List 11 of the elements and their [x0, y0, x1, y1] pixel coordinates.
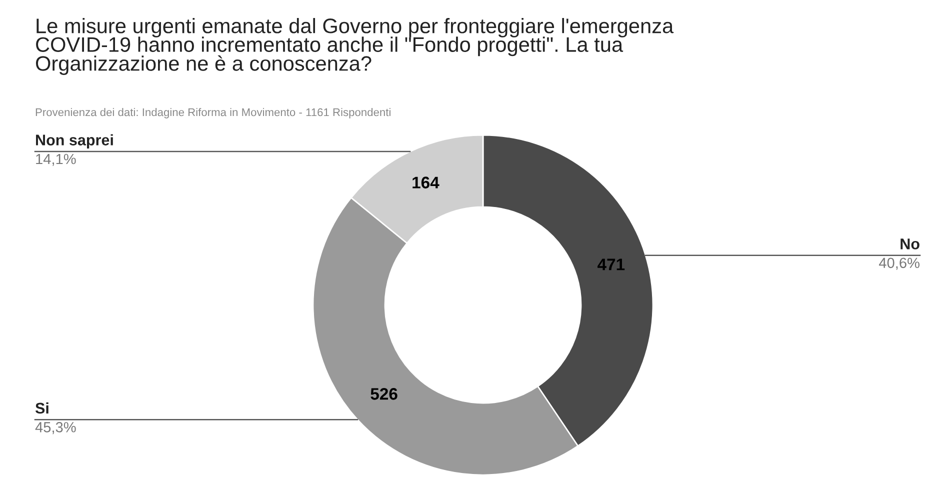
chart-title: Le misure urgenti emanate dal Governo per fronteggiare l'emergenza COVID-19 hanno incrementato anche il "Fondo progetti". La tua Organizzazione ne è a conoscenza? [36, 18, 674, 75]
slice-label: Non saprei [36, 134, 113, 148]
text: 40,6% [878, 258, 920, 270]
data-label: 471 [598, 258, 625, 270]
slice-label: No [900, 238, 920, 250]
text: 14,1% [36, 154, 76, 166]
chart-subtitle: Provenienza dei dati: Indagine Riforma in Movimento - 1161 Rispondenti [36, 108, 390, 118]
data-label: 164 [412, 176, 440, 188]
slice-label: Si [35, 402, 48, 414]
data-label: 526 [370, 388, 398, 400]
text: 45,3% [35, 422, 76, 434]
